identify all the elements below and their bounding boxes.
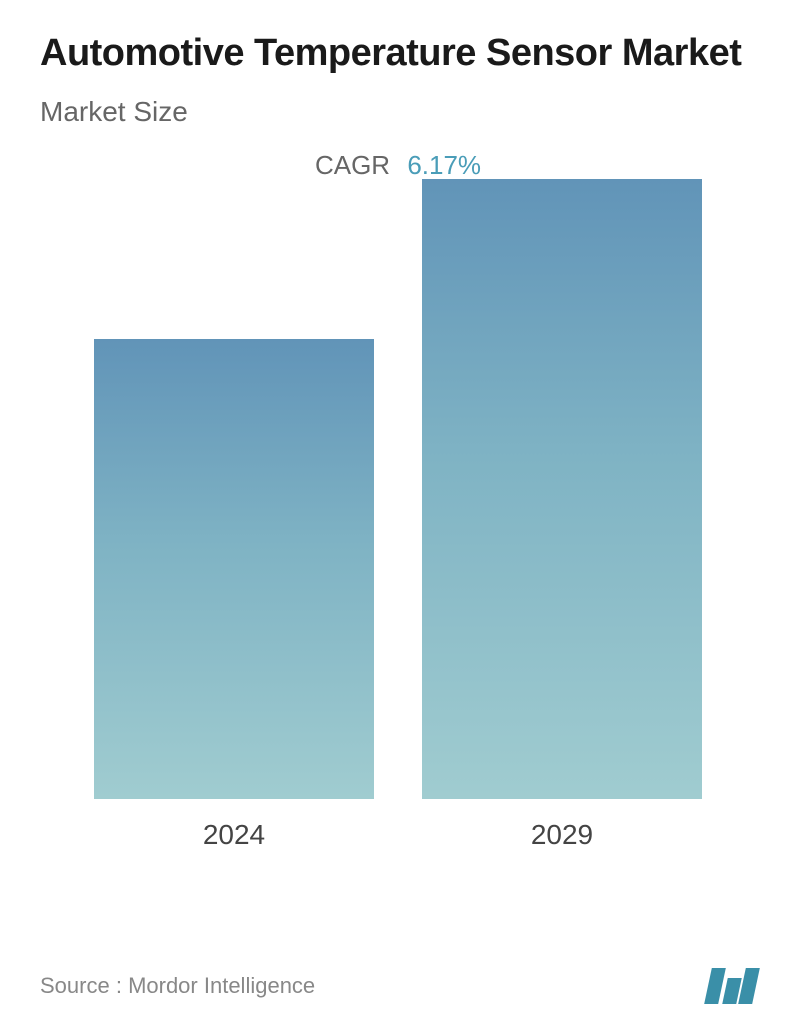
bar-group-2029: 2029 bbox=[422, 179, 702, 851]
bar-chart: 2024 2029 bbox=[40, 231, 756, 851]
mordor-logo-icon bbox=[708, 968, 756, 1004]
bar-2029 bbox=[422, 179, 702, 799]
cagr-value: 6.17% bbox=[407, 150, 481, 180]
bar-2024 bbox=[94, 339, 374, 799]
source-value: Mordor Intelligence bbox=[128, 973, 315, 998]
footer: Source : Mordor Intelligence bbox=[40, 968, 756, 1004]
source-label: Source : bbox=[40, 973, 122, 998]
source-text: Source : Mordor Intelligence bbox=[40, 973, 315, 999]
cagr-label: CAGR bbox=[315, 150, 390, 180]
bar-label-2029: 2029 bbox=[531, 819, 593, 851]
chart-subtitle: Market Size bbox=[40, 96, 756, 128]
bar-group-2024: 2024 bbox=[94, 339, 374, 851]
cagr-row: CAGR 6.17% bbox=[40, 150, 756, 181]
bar-label-2024: 2024 bbox=[203, 819, 265, 851]
chart-title: Automotive Temperature Sensor Market bbox=[40, 30, 756, 78]
